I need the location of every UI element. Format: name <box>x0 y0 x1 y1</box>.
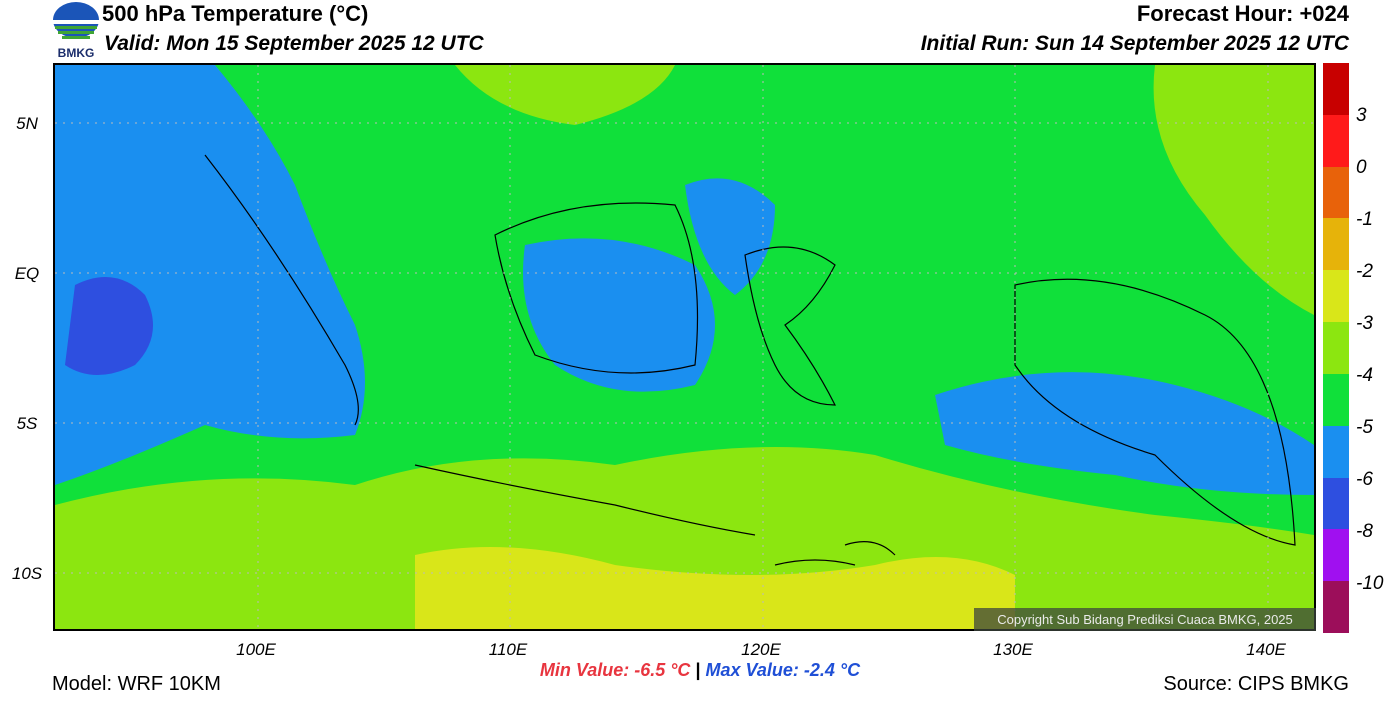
colorbar <box>1323 63 1349 633</box>
valid-time: Valid: Mon 15 September 2025 12 UTC <box>104 32 484 55</box>
field-yellow-s <box>415 547 1015 629</box>
colorbar-label: -10 <box>1356 573 1384 594</box>
colorbar-segment <box>1323 270 1349 323</box>
graticule <box>55 65 1314 629</box>
lat-label-5n: 5N <box>16 114 38 133</box>
colorbar-label: 0 <box>1356 157 1367 178</box>
initial-run: Initial Run: Sun 14 September 2025 12 UT… <box>920 32 1349 55</box>
colorbar-segment <box>1323 425 1349 478</box>
lat-label-eq: EQ <box>14 264 40 283</box>
logo-text: BMKG <box>58 46 95 60</box>
field-warm-ne <box>1153 65 1314 315</box>
colorbar-segment <box>1323 114 1349 167</box>
temperature-map <box>53 63 1316 631</box>
field-warm-n <box>455 65 675 125</box>
colorbar-segment <box>1323 529 1349 582</box>
colorbar-label: -4 <box>1356 365 1373 386</box>
lon-label-110e: 110E <box>488 640 528 659</box>
colorbar-label: -8 <box>1356 521 1373 542</box>
colorbar-label: -3 <box>1356 313 1373 334</box>
field-cold-c2 <box>685 178 775 295</box>
bmkg-logo: BMKG <box>52 0 100 60</box>
colorbar-segment <box>1323 218 1349 271</box>
colorbar-label: 3 <box>1356 105 1367 126</box>
lon-label-120e: 120E <box>741 640 781 659</box>
colorbar-segment <box>1323 581 1349 633</box>
bmkg-logo-icon: BMKG <box>53 2 99 60</box>
lon-label-140e: 140E <box>1246 640 1286 659</box>
lon-label-130e: 130E <box>993 640 1033 659</box>
colorbar-label: -5 <box>1356 417 1373 438</box>
colorbar-segment <box>1323 166 1349 219</box>
max-value: Max Value: -2.4 °C <box>705 660 861 680</box>
colorbar-segment <box>1323 63 1349 115</box>
colorbar-label: -1 <box>1356 209 1373 230</box>
map-title: 500 hPa Temperature (°C) <box>102 1 369 26</box>
field-coldest-w <box>65 277 153 375</box>
lat-label-10s: 10S <box>11 564 43 583</box>
colorbar-label: -6 <box>1356 469 1373 490</box>
field-cold-e <box>935 372 1314 495</box>
colorbar-segment <box>1323 322 1349 374</box>
coastlines <box>204 154 1296 566</box>
copyright-notice: Copyright Sub Bidang Prediksi Cuaca BMKG… <box>974 608 1316 631</box>
temperature-field <box>55 65 1314 629</box>
colorbar-label: -2 <box>1356 261 1373 282</box>
field-cold-c <box>523 238 715 392</box>
field-cold-w <box>55 65 365 485</box>
forecast-hour: Forecast Hour: +024 <box>1136 1 1349 26</box>
min-max-values: Min Value: -6.5 °C | Max Value: -2.4 °C <box>0 660 1400 681</box>
source-label: Source: CIPS BMKG <box>1163 673 1349 695</box>
colorbar-segment <box>1323 373 1349 426</box>
model-label: Model: WRF 10KM <box>52 673 221 695</box>
colorbar-segment <box>1323 477 1349 530</box>
min-max-separator: | <box>695 660 701 680</box>
lat-label-5s: 5S <box>16 414 38 433</box>
lon-label-100e: 100E <box>236 640 276 659</box>
min-value: Min Value: -6.5 °C <box>539 660 691 680</box>
